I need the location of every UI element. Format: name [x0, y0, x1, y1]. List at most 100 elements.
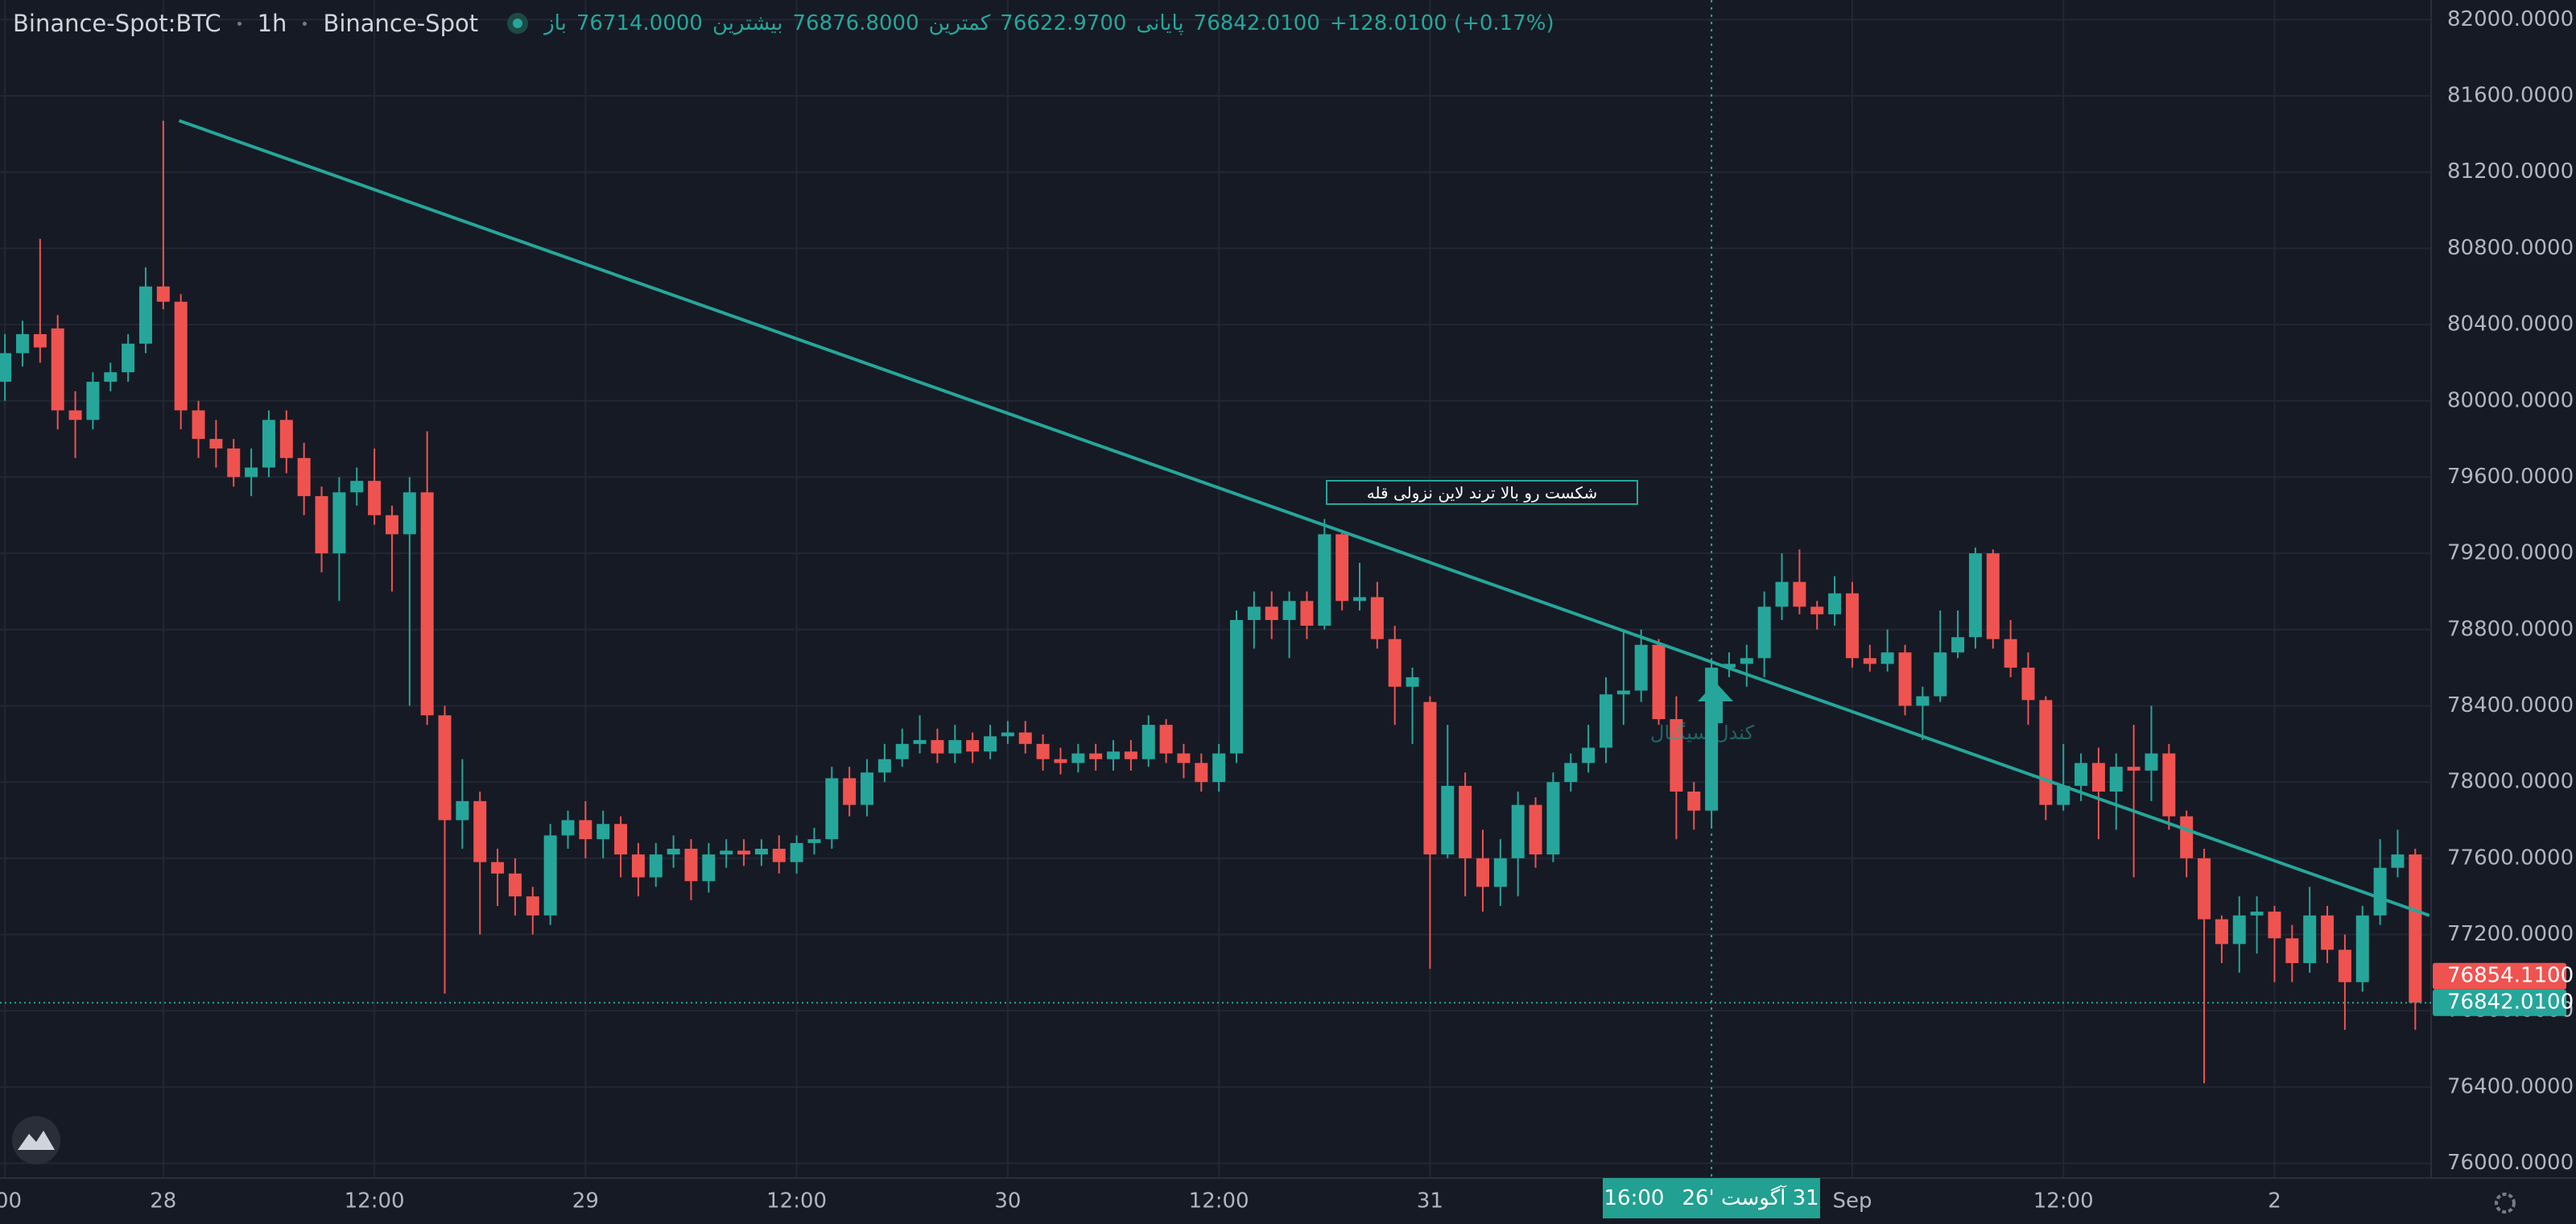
y-tick-label: 79200.0000: [2447, 541, 2574, 565]
candle-body: [1582, 747, 1596, 763]
candle-body: [156, 286, 170, 302]
candle-body: [1423, 701, 1437, 855]
y-tick-label: 79600.0000: [2447, 465, 2574, 489]
x-tick-label: 28: [150, 1189, 176, 1214]
candle-body: [1265, 606, 1278, 620]
symbol: Binance-Spot:BTC: [13, 10, 221, 37]
candle-body: [104, 372, 118, 382]
candle-body: [262, 420, 275, 468]
candle-body: [2215, 919, 2228, 945]
candle-body: [1863, 658, 1876, 664]
candle-body: [2162, 753, 2176, 817]
candle-body: [913, 740, 927, 744]
candle-body: [720, 850, 733, 855]
candle-body: [614, 824, 628, 855]
candle-body: [33, 333, 47, 348]
candle-body: [491, 862, 505, 874]
candle-body: [2338, 949, 2351, 982]
candle-body: [51, 328, 64, 411]
candle-body: [456, 800, 469, 821]
candle-body: [245, 467, 258, 478]
candle-body: [402, 492, 416, 535]
candle-body: [1018, 732, 1032, 744]
candle-body: [877, 759, 891, 773]
candle-body: [1441, 785, 1455, 855]
candle-body: [2321, 915, 2334, 950]
candle-body: [1810, 606, 1824, 614]
settings-icon[interactable]: [2495, 1193, 2516, 1214]
candle-body: [2180, 816, 2194, 858]
candle-body: [1335, 534, 1349, 602]
interval: 1h: [257, 10, 287, 37]
candle-body: [1124, 751, 1137, 759]
candle-body: [2232, 915, 2246, 945]
logo[interactable]: [12, 1116, 60, 1164]
candle-body: [1230, 619, 1244, 754]
candle-body: [754, 848, 768, 855]
candle-body: [473, 800, 487, 862]
candle-body: [332, 492, 346, 554]
candle-body: [1089, 753, 1103, 759]
candle-body: [1616, 690, 1630, 695]
y-tick-label: 78400.0000: [2447, 693, 2574, 717]
candle-body: [543, 835, 557, 916]
legend: Binance-Spot:BTC 1h Binance-Spot باز 7671…: [13, 10, 1554, 37]
x-tick-label: 12:00: [766, 1189, 827, 1214]
candle-body: [1036, 743, 1050, 759]
candle-body: [1318, 534, 1331, 626]
candle-body: [561, 820, 575, 836]
candle-body: [966, 740, 980, 752]
candle-body: [807, 839, 821, 843]
price-label-box: [2433, 962, 2566, 990]
candle-body: [1898, 652, 1912, 706]
legend-change: +128.0100 (+0.17%): [1329, 11, 1554, 35]
y-tick-label: 80400.0000: [2447, 312, 2574, 337]
candle-body: [385, 515, 398, 535]
candle-body: [2127, 767, 2140, 771]
candle-body: [579, 820, 592, 840]
x-tick-label: 12:00: [2033, 1189, 2094, 1214]
candle-body: [1177, 753, 1191, 763]
x-tick-label: 29: [572, 1189, 599, 1214]
candle-body: [667, 848, 680, 855]
y-tick-label: 77600.0000: [2447, 846, 2574, 870]
candle-body: [1916, 696, 1930, 706]
candle-body: [1159, 725, 1173, 754]
candle-body: [2198, 858, 2211, 920]
candle-body: [1757, 606, 1771, 659]
y-tick-label: 76000.0000: [2447, 1151, 2574, 1175]
candle-body: [526, 896, 539, 916]
candle-body: [1968, 553, 1982, 638]
candle-body: [2109, 767, 2123, 792]
candle-body: [597, 824, 610, 840]
candle-body: [2250, 912, 2264, 916]
candle-body: [702, 854, 716, 882]
candle-body: [1352, 597, 1366, 602]
candle-body: [420, 492, 434, 716]
x-tick-label: 12:00: [345, 1189, 405, 1214]
candle-body: [1212, 753, 1226, 783]
candle-body: [2004, 639, 2017, 668]
legend-value: 76714.0000: [576, 11, 703, 35]
candle-body: [1493, 858, 1507, 887]
legend-label: باز: [544, 11, 567, 35]
candle-body: [2268, 912, 2281, 939]
exchange: Binance-Spot: [323, 10, 479, 37]
candle-body: [1107, 751, 1121, 759]
candle-body: [1195, 763, 1208, 783]
candle-body: [1054, 759, 1067, 763]
candle-body: [1476, 858, 1489, 887]
candle-body: [1687, 791, 1701, 811]
candle-body: [1406, 676, 1419, 687]
price-label: 76854.1100: [2447, 964, 2574, 988]
candle-body: [209, 439, 223, 449]
y-tick-label: 81200.0000: [2447, 159, 2574, 184]
candle-body: [1793, 581, 1806, 607]
legend-value: 76876.8000: [792, 11, 919, 35]
candle-body: [2145, 753, 2158, 771]
candle-body: [122, 343, 135, 373]
price-label-box: [2433, 989, 2566, 1016]
y-tick-label: 78000.0000: [2447, 770, 2574, 794]
candle-body: [843, 778, 857, 805]
